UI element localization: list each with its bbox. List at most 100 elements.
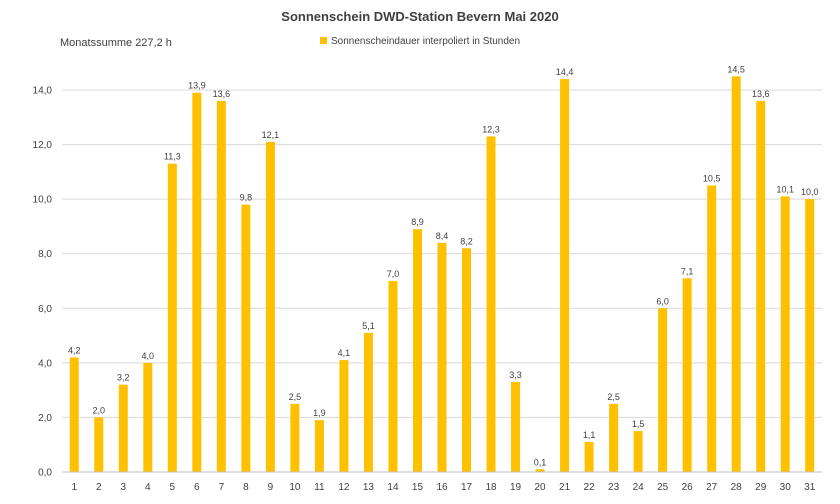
y-tick-label: 6,0 [38,304,52,315]
data-label-day-4: 4,0 [142,351,155,361]
bar-day-18 [486,136,496,472]
legend-label: Sonnenscheindauer interpoliert in Stunde… [331,36,520,47]
y-tick-label: 0,0 [38,468,52,479]
data-label-day-18: 12,3 [482,124,500,134]
data-label-day-29: 13,6 [752,89,770,99]
bar-day-20 [535,469,545,472]
bar-day-11 [314,420,324,472]
data-label-day-28: 14,5 [727,64,745,74]
data-label-day-8: 9,8 [240,193,253,203]
bar-day-19 [511,381,521,472]
bar-day-7 [216,100,226,473]
data-label-day-3: 3,2 [117,373,130,383]
data-label-day-7: 13,6 [213,89,231,99]
x-tick-label: 2 [96,482,102,493]
chart-title: Sonnenschein DWD-Station Bevern Mai 2020 [281,9,558,24]
bar-day-22 [584,441,594,472]
bar-day-10 [290,403,300,472]
bars [69,76,815,473]
bar-day-5 [167,163,177,472]
x-tick-label: 20 [535,482,547,493]
x-tick-label: 13 [363,482,375,493]
x-tick-label: 19 [510,482,522,493]
data-label-day-11: 1,9 [313,408,326,418]
data-label-day-1: 4,2 [68,345,81,355]
data-label-day-30: 10,1 [776,184,794,194]
bar-day-3 [118,384,128,472]
monthly-total-annotation: Monatssumme 227,2 h [60,37,172,49]
x-tick-label: 16 [436,482,448,493]
x-tick-label: 6 [194,482,200,493]
x-tick-label: 14 [387,482,399,493]
bar-day-12 [339,360,349,472]
y-tick-label: 4,0 [38,358,52,369]
bar-day-1 [69,357,79,472]
x-tick-label: 10 [289,482,301,493]
x-tick-label: 24 [633,482,645,493]
x-tick-label: 30 [780,482,792,493]
x-tick-label: 3 [121,482,127,493]
data-label-day-6: 13,9 [188,81,206,91]
y-tick-label: 8,0 [38,249,52,260]
data-label-day-31: 10,0 [801,187,819,197]
x-tick-label: 11 [314,482,325,493]
data-label-day-10: 2,5 [289,392,302,402]
data-label-day-2: 2,0 [93,405,106,415]
bar-day-8 [241,204,251,472]
bar-day-21 [560,79,570,472]
bar-day-29 [756,100,766,473]
bar-day-2 [94,417,104,472]
x-tick-label: 28 [731,482,743,493]
data-label-day-12: 4,1 [338,348,351,358]
bar-day-14 [388,281,398,472]
x-axis-ticks: 1 2 3 4 5 6 7 8 9 10 11 12 13 14 15 16 17 18 19 20 21 22 23 24 2… [71,482,815,493]
data-label-day-9: 12,1 [262,130,280,140]
bar-day-31 [805,199,815,472]
bar-day-15 [412,229,422,472]
data-label-day-5: 11,3 [164,152,181,162]
x-tick-label: 1 [71,482,77,493]
x-tick-label: 29 [755,482,767,493]
y-tick-label: 10,0 [33,195,53,206]
y-tick-label: 2,0 [38,413,52,424]
bar-day-24 [633,431,643,472]
x-tick-label: 27 [706,482,718,493]
bar-day-23 [609,403,619,472]
data-label-day-22: 1,1 [583,430,596,440]
data-label-day-13: 5,1 [362,321,375,331]
data-label-day-26: 7,1 [681,266,694,276]
data-label-day-15: 8,9 [411,217,424,227]
x-tick-label: 7 [219,482,225,493]
data-label-day-17: 8,2 [460,236,473,246]
data-label-day-20: 0,1 [534,457,547,467]
y-tick-label: 12,0 [33,140,53,151]
x-tick-label: 26 [682,482,694,493]
x-tick-label: 17 [461,482,473,493]
bar-day-13 [363,332,373,472]
bar-day-6 [192,92,202,472]
data-label-day-14: 7,0 [387,269,400,279]
x-tick-label: 5 [170,482,176,493]
legend-swatch [320,37,327,44]
x-tick-label: 22 [584,482,596,493]
x-tick-label: 21 [559,482,571,493]
data-label-day-25: 6,0 [656,296,669,306]
x-tick-label: 8 [243,482,249,493]
data-label-day-16: 8,4 [436,231,449,241]
bar-day-27 [707,185,717,472]
bar-day-9 [265,141,275,473]
x-tick-label: 18 [485,482,497,493]
bar-day-28 [731,76,741,472]
x-tick-label: 15 [412,482,424,493]
bar-day-4 [143,362,153,472]
x-tick-label: 9 [268,482,274,493]
data-label-day-19: 3,3 [509,370,522,380]
bar-day-17 [462,248,472,472]
x-tick-label: 12 [338,482,350,493]
y-tick-label: 14,0 [33,86,53,97]
x-tick-label: 31 [804,482,816,493]
data-labels: 4,2 2,0 3,2 4,0 11,3 13,9 13,6 9,8 12,1 2,5 1,9 4,1… [68,64,819,467]
x-tick-label: 25 [657,482,669,493]
